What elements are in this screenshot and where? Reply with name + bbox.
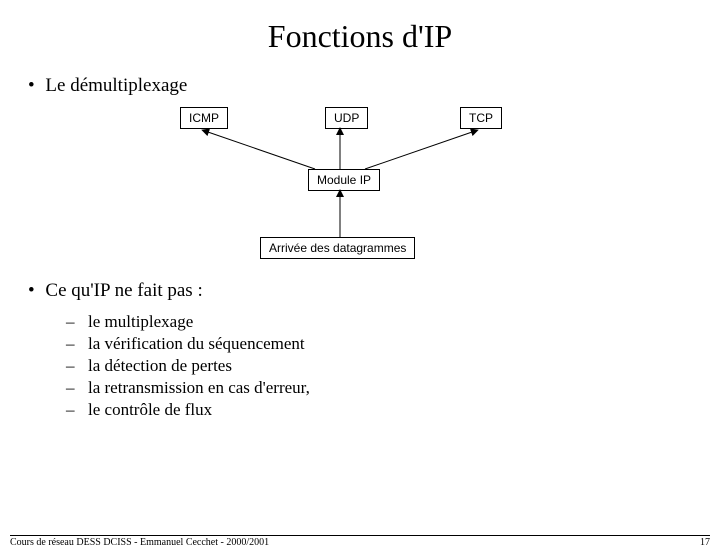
- box-udp: UDP: [325, 107, 368, 129]
- box-module-ip: Module IP: [308, 169, 380, 191]
- sub-list: le multiplexage la vérification du séque…: [66, 312, 720, 420]
- slide-footer: Cours de réseau DESS DCISS - Emmanuel Ce…: [10, 535, 710, 548]
- sub-item: la détection de pertes: [66, 356, 720, 376]
- sub-item: la vérification du séquencement: [66, 334, 720, 354]
- ip-demux-diagram: ICMP UDP TCP Module IP Arrivée des datag…: [140, 107, 580, 262]
- bullet-ip-ne-fait-pas: Ce qu'IP ne fait pas :: [28, 280, 720, 302]
- footer-left: Cours de réseau DESS DCISS - Emmanuel Ce…: [10, 537, 269, 548]
- sub-item: le multiplexage: [66, 312, 720, 332]
- bullet-demultiplexage: Le démultiplexage: [28, 75, 720, 97]
- sub-item: le contrôle de flux: [66, 400, 720, 420]
- sub-item: la retransmission en cas d'erreur,: [66, 378, 720, 398]
- box-icmp: ICMP: [180, 107, 228, 129]
- box-tcp: TCP: [460, 107, 502, 129]
- slide-number: 17: [700, 537, 710, 548]
- slide-title: Fonctions d'IP: [0, 18, 720, 55]
- box-arrivee: Arrivée des datagrammes: [260, 237, 415, 259]
